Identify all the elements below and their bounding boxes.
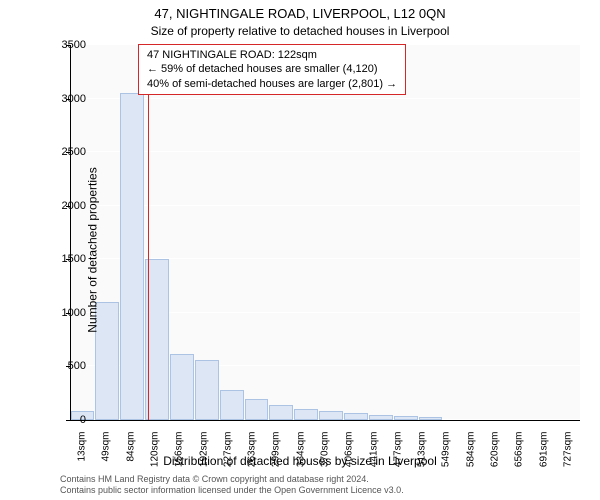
bars-group <box>70 45 580 420</box>
y-tick-mark <box>66 206 70 207</box>
y-tick-label: 0 <box>80 414 86 426</box>
y-tick-label: 500 <box>68 360 86 372</box>
histogram-bar <box>120 93 144 420</box>
y-tick-mark <box>66 99 70 100</box>
histogram-bar <box>344 413 368 421</box>
histogram-bar <box>245 399 269 420</box>
y-axis-label: Number of detached properties <box>86 167 100 332</box>
histogram-bar <box>220 390 244 420</box>
footer-attribution: Contains HM Land Registry data © Crown c… <box>60 474 404 496</box>
plot-area <box>70 45 580 420</box>
histogram-bar <box>170 354 194 420</box>
footer-line-2: Contains public sector information licen… <box>60 485 404 496</box>
chart-title-main: 47, NIGHTINGALE ROAD, LIVERPOOL, L12 0QN <box>0 6 600 21</box>
histogram-bar <box>269 405 293 420</box>
histogram-bar <box>294 409 318 420</box>
histogram-bar <box>195 360 219 420</box>
y-tick-mark <box>66 313 70 314</box>
chart-title-sub: Size of property relative to detached ho… <box>0 24 600 38</box>
footer-line-1: Contains HM Land Registry data © Crown c… <box>60 474 404 485</box>
y-tick-mark <box>66 45 70 46</box>
x-axis-line <box>70 420 580 421</box>
y-tick-mark <box>66 259 70 260</box>
y-tick-mark <box>66 366 70 367</box>
chart-container: 47, NIGHTINGALE ROAD, LIVERPOOL, L12 0QN… <box>0 0 600 500</box>
y-tick-mark <box>66 420 70 421</box>
annotation-line-3: 40% of semi-detached houses are larger (… <box>147 77 397 91</box>
annotation-line-2: ← 59% of detached houses are smaller (4,… <box>147 62 397 76</box>
x-axis-label: Distribution of detached houses by size … <box>0 454 600 468</box>
histogram-bar <box>319 411 343 420</box>
annotation-line-1: 47 NIGHTINGALE ROAD: 122sqm <box>147 48 397 62</box>
annotation-box: 47 NIGHTINGALE ROAD: 122sqm ← 59% of det… <box>138 44 406 95</box>
property-marker-line <box>148 45 149 420</box>
y-tick-mark <box>66 152 70 153</box>
